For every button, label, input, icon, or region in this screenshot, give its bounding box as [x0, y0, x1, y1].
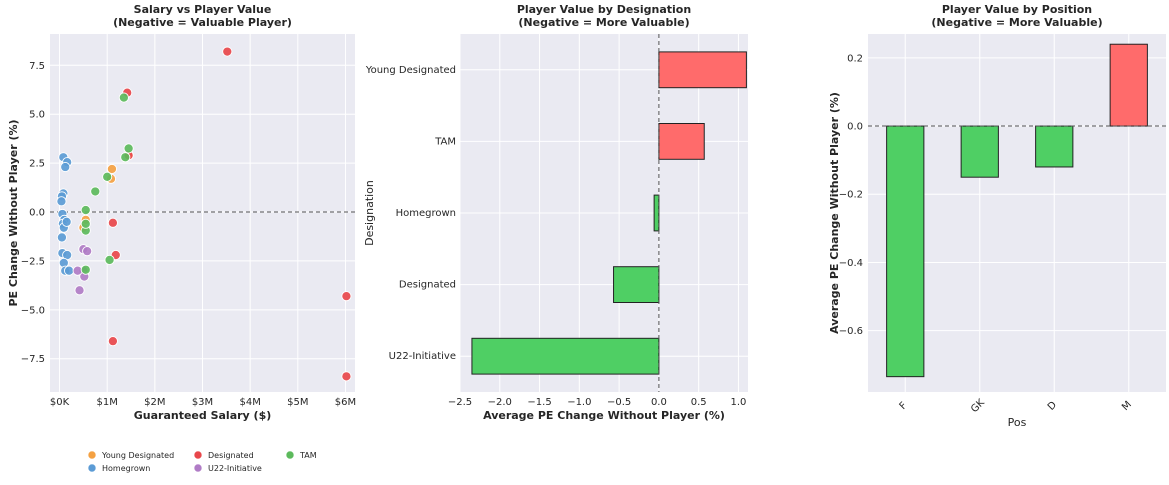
legend-label: Homegrown	[102, 464, 150, 473]
scatter-subtitle: (Negative = Valuable Player)	[113, 16, 292, 29]
scatter-point	[74, 285, 85, 296]
position-bar	[960, 125, 999, 178]
scatter-x-tick-label: $3M	[192, 397, 213, 408]
position-category-label: GK	[969, 397, 987, 415]
legend-label: TAM	[299, 451, 317, 460]
scatter-x-tick-label: $0K	[50, 397, 70, 408]
scatter-x-tick-label: $6M	[335, 397, 356, 408]
scatter-y-tick-label: −2.5	[21, 256, 45, 267]
designation-x-tick-label: −1.5	[527, 397, 551, 408]
position-bar	[1109, 43, 1148, 127]
scatter-point	[82, 246, 93, 257]
scatter-legend: Young Designated Homegrown Designated U22-I…	[87, 450, 317, 473]
position-y-axis-label: Average PE Change Without Player (%)	[828, 92, 841, 334]
designation-x-tick-label: 0.5	[691, 397, 707, 408]
legend-label: Young Designated	[101, 451, 174, 460]
scatter-point	[118, 92, 129, 103]
designation-x-tick-label: −2.0	[488, 397, 512, 408]
scatter-point	[56, 196, 67, 207]
scatter-point	[104, 254, 115, 266]
position-y-tick-label: 0.0	[847, 122, 863, 133]
designation-category-label: Young Designated	[365, 65, 456, 76]
position-title: Player Value by Position	[942, 3, 1092, 16]
position-x-axis-label: Pos	[1008, 416, 1027, 429]
scatter-point	[222, 46, 233, 57]
scatter-y-tick-label: 0.0	[29, 208, 45, 219]
designation-x-tick-label: 1.0	[730, 397, 746, 408]
designation-bar	[653, 194, 660, 232]
scatter-x-tick-label: $4M	[239, 397, 260, 408]
position-y-tick-label: 0.2	[847, 53, 863, 64]
scatter-point	[341, 291, 352, 302]
designation-bar	[658, 51, 747, 89]
scatter-y-tick-label: −7.5	[21, 354, 45, 365]
designation-category-label: Designated	[399, 280, 456, 291]
scatter-point	[80, 205, 91, 216]
designation-title: Player Value by Designation	[517, 3, 691, 16]
designation-x-tick-label: −0.5	[607, 397, 631, 408]
scatter-point	[123, 143, 134, 154]
scatter-point	[80, 218, 91, 229]
scatter-y-axis-label: PE Change Without Player (%)	[7, 119, 20, 306]
designation-bar	[471, 337, 660, 375]
scatter-point	[107, 217, 118, 228]
legend-marker	[87, 450, 97, 460]
designation-bar	[658, 123, 705, 160]
position-bar	[886, 125, 925, 378]
legend-marker	[193, 450, 203, 460]
scatter-point	[102, 171, 113, 182]
scatter-point	[64, 265, 75, 276]
position-category-label: F	[898, 400, 910, 412]
designation-y-axis-label: Designation	[363, 180, 376, 246]
scatter-y-tick-label: 2.5	[29, 159, 45, 170]
designation-category-label: TAM	[434, 136, 456, 147]
position-bar	[1035, 125, 1074, 168]
position-y-tick-label: −0.2	[839, 190, 863, 201]
scatter-y-tick-label: −5.0	[21, 305, 45, 316]
scatter-point	[106, 163, 118, 175]
designation-x-tick-label: −2.5	[448, 397, 472, 408]
designation-bar	[613, 266, 660, 304]
position-category-label: M	[1120, 399, 1134, 413]
designation-x-tick-label: 0.0	[651, 397, 667, 408]
scatter-point	[61, 216, 72, 227]
scatter-point	[107, 336, 118, 347]
scatter-title: Salary vs Player Value	[134, 3, 272, 16]
scatter-x-tick-label: $5M	[287, 397, 308, 408]
scatter-point	[341, 371, 352, 382]
scatter-x-tick-label: $1M	[97, 397, 118, 408]
designation-subtitle: (Negative = More Valuable)	[518, 16, 689, 29]
scatter-point	[120, 152, 131, 163]
legend-marker	[193, 463, 203, 473]
scatter-chart: $0K $1M $2M $3M $4M $5M $6M −7.5 −5.0 −2.5 0.0 2.5…	[7, 3, 356, 473]
legend-marker	[87, 463, 97, 473]
scatter-x-tick-label: $2M	[144, 397, 165, 408]
scatter-y-tick-label: 5.0	[29, 110, 45, 121]
position-subtitle: (Negative = More Valuable)	[931, 16, 1102, 29]
position-y-tick-label: −0.4	[839, 258, 863, 269]
position-bar-chart: F GK D M −0.6 −0.4 −0.2 0.0 0.2 Player Value by…	[828, 3, 1166, 429]
designation-category-label: U22-Initiative	[389, 351, 456, 362]
position-category-label: D	[1046, 399, 1059, 412]
designation-category-label: Homegrown	[396, 208, 456, 219]
scatter-x-axis-label: Guaranteed Salary ($)	[134, 409, 272, 422]
scatter-point	[90, 186, 101, 197]
scatter-point	[80, 264, 91, 275]
scatter-y-tick-label: 7.5	[29, 61, 45, 72]
legend-marker	[285, 450, 295, 460]
designation-x-tick-label: −1.0	[567, 397, 591, 408]
legend-label: Designated	[208, 451, 254, 460]
legend-label: U22-Initiative	[208, 464, 262, 473]
position-y-tick-label: −0.6	[839, 326, 863, 337]
scatter-point	[60, 161, 71, 173]
scatter-point	[56, 232, 67, 243]
designation-bar-chart: −2.5 −2.0 −1.5 −1.0 −0.5 0.0 0.5 1.0 Young Desi…	[363, 3, 748, 422]
designation-x-axis-label: Average PE Change Without Player (%)	[483, 409, 725, 422]
